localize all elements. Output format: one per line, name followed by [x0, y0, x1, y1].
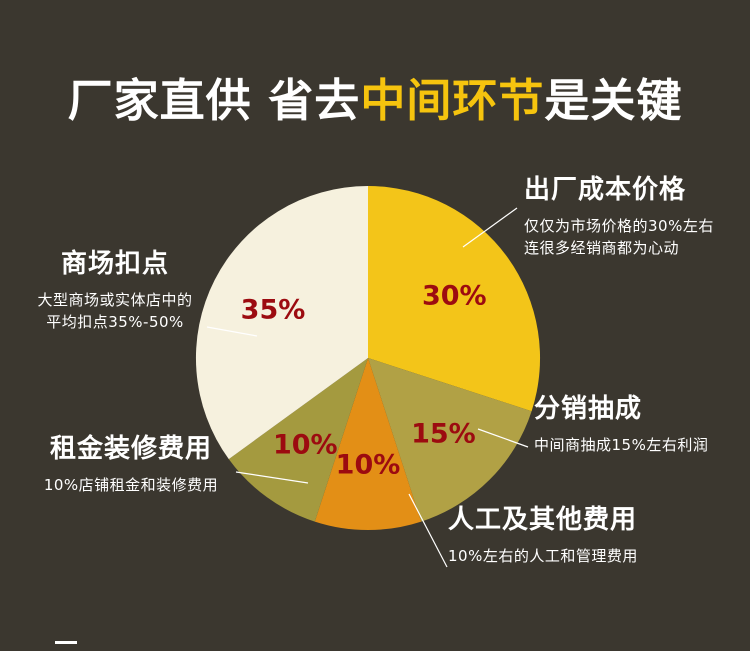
annotation-distribution-title: 分销抽成 — [534, 394, 643, 424]
leader-line-rent — [235, 471, 309, 484]
annotation-labor: 人工及其他费用 10%左右的人工和管理费用 — [448, 505, 678, 567]
annotation-labor-line1: 10%左右的人工和管理费用 — [448, 546, 638, 565]
leader-line-labor — [408, 493, 448, 568]
title-highlight: 中间环节 — [360, 74, 545, 127]
title-part1: 厂家直供 省去 — [67, 74, 361, 127]
pie-slice-2 — [368, 358, 532, 522]
annotation-factory-line2: 连很多经销商都为心动 — [524, 239, 680, 258]
pie-slice-5 — [195, 186, 368, 460]
annotation-rent-line1: 10%店铺租金和装修费用 — [43, 475, 219, 494]
leader-lines-group — [206, 207, 529, 568]
pie-pct-label-3: 10% — [336, 450, 401, 481]
pie-pct-label-4: 10% — [273, 429, 338, 460]
title-part3: 是关键 — [544, 74, 683, 127]
pie-slice-3 — [314, 358, 422, 531]
leader-line-factory — [462, 207, 518, 248]
leader-line-distribution — [477, 428, 529, 448]
pie-slices-group: 30% 15% 10%10% 35% — [195, 185, 541, 531]
annotation-factory-title: 出厂成本价格 — [524, 175, 687, 205]
annotation-labor-title: 人工及其他费用 — [448, 505, 638, 535]
leader-line-mall — [206, 326, 258, 337]
bottom-mark — [55, 641, 77, 644]
annotation-rent: 租金装修费用 10%店铺租金和装修费用 — [25, 434, 237, 496]
annotation-distribution: 分销抽成 中间商抽成15%左右利润 — [534, 394, 744, 456]
pie-pct-label-1: 30% — [422, 280, 487, 311]
pie-pct-label-2: 15% — [411, 418, 476, 449]
annotation-factory: 出厂成本价格 仅仅为市场价格的30%左右 连很多经销商都为心动 — [524, 175, 744, 260]
annotation-mall-line1: 大型商场或实体店中的 — [37, 290, 193, 309]
annotation-mall-title: 商场扣点 — [60, 249, 169, 279]
pie-slice-1 — [368, 185, 541, 412]
annotation-mall-line2: 平均扣点35%-50% — [46, 313, 184, 332]
annotation-mall: 商场扣点 大型商场或实体店中的 平均扣点35%-50% — [15, 249, 215, 334]
annotation-factory-line1: 仅仅为市场价格的30%左右 — [524, 216, 714, 235]
pie-pct-label-5: 35% — [241, 295, 306, 326]
annotation-distribution-line1: 中间商抽成15%左右利润 — [534, 435, 709, 454]
page-title: 厂家直供 省去中间环节是关键 — [0, 64, 750, 129]
annotation-rent-title: 租金装修费用 — [49, 434, 212, 464]
pie-slice-4 — [228, 358, 368, 522]
